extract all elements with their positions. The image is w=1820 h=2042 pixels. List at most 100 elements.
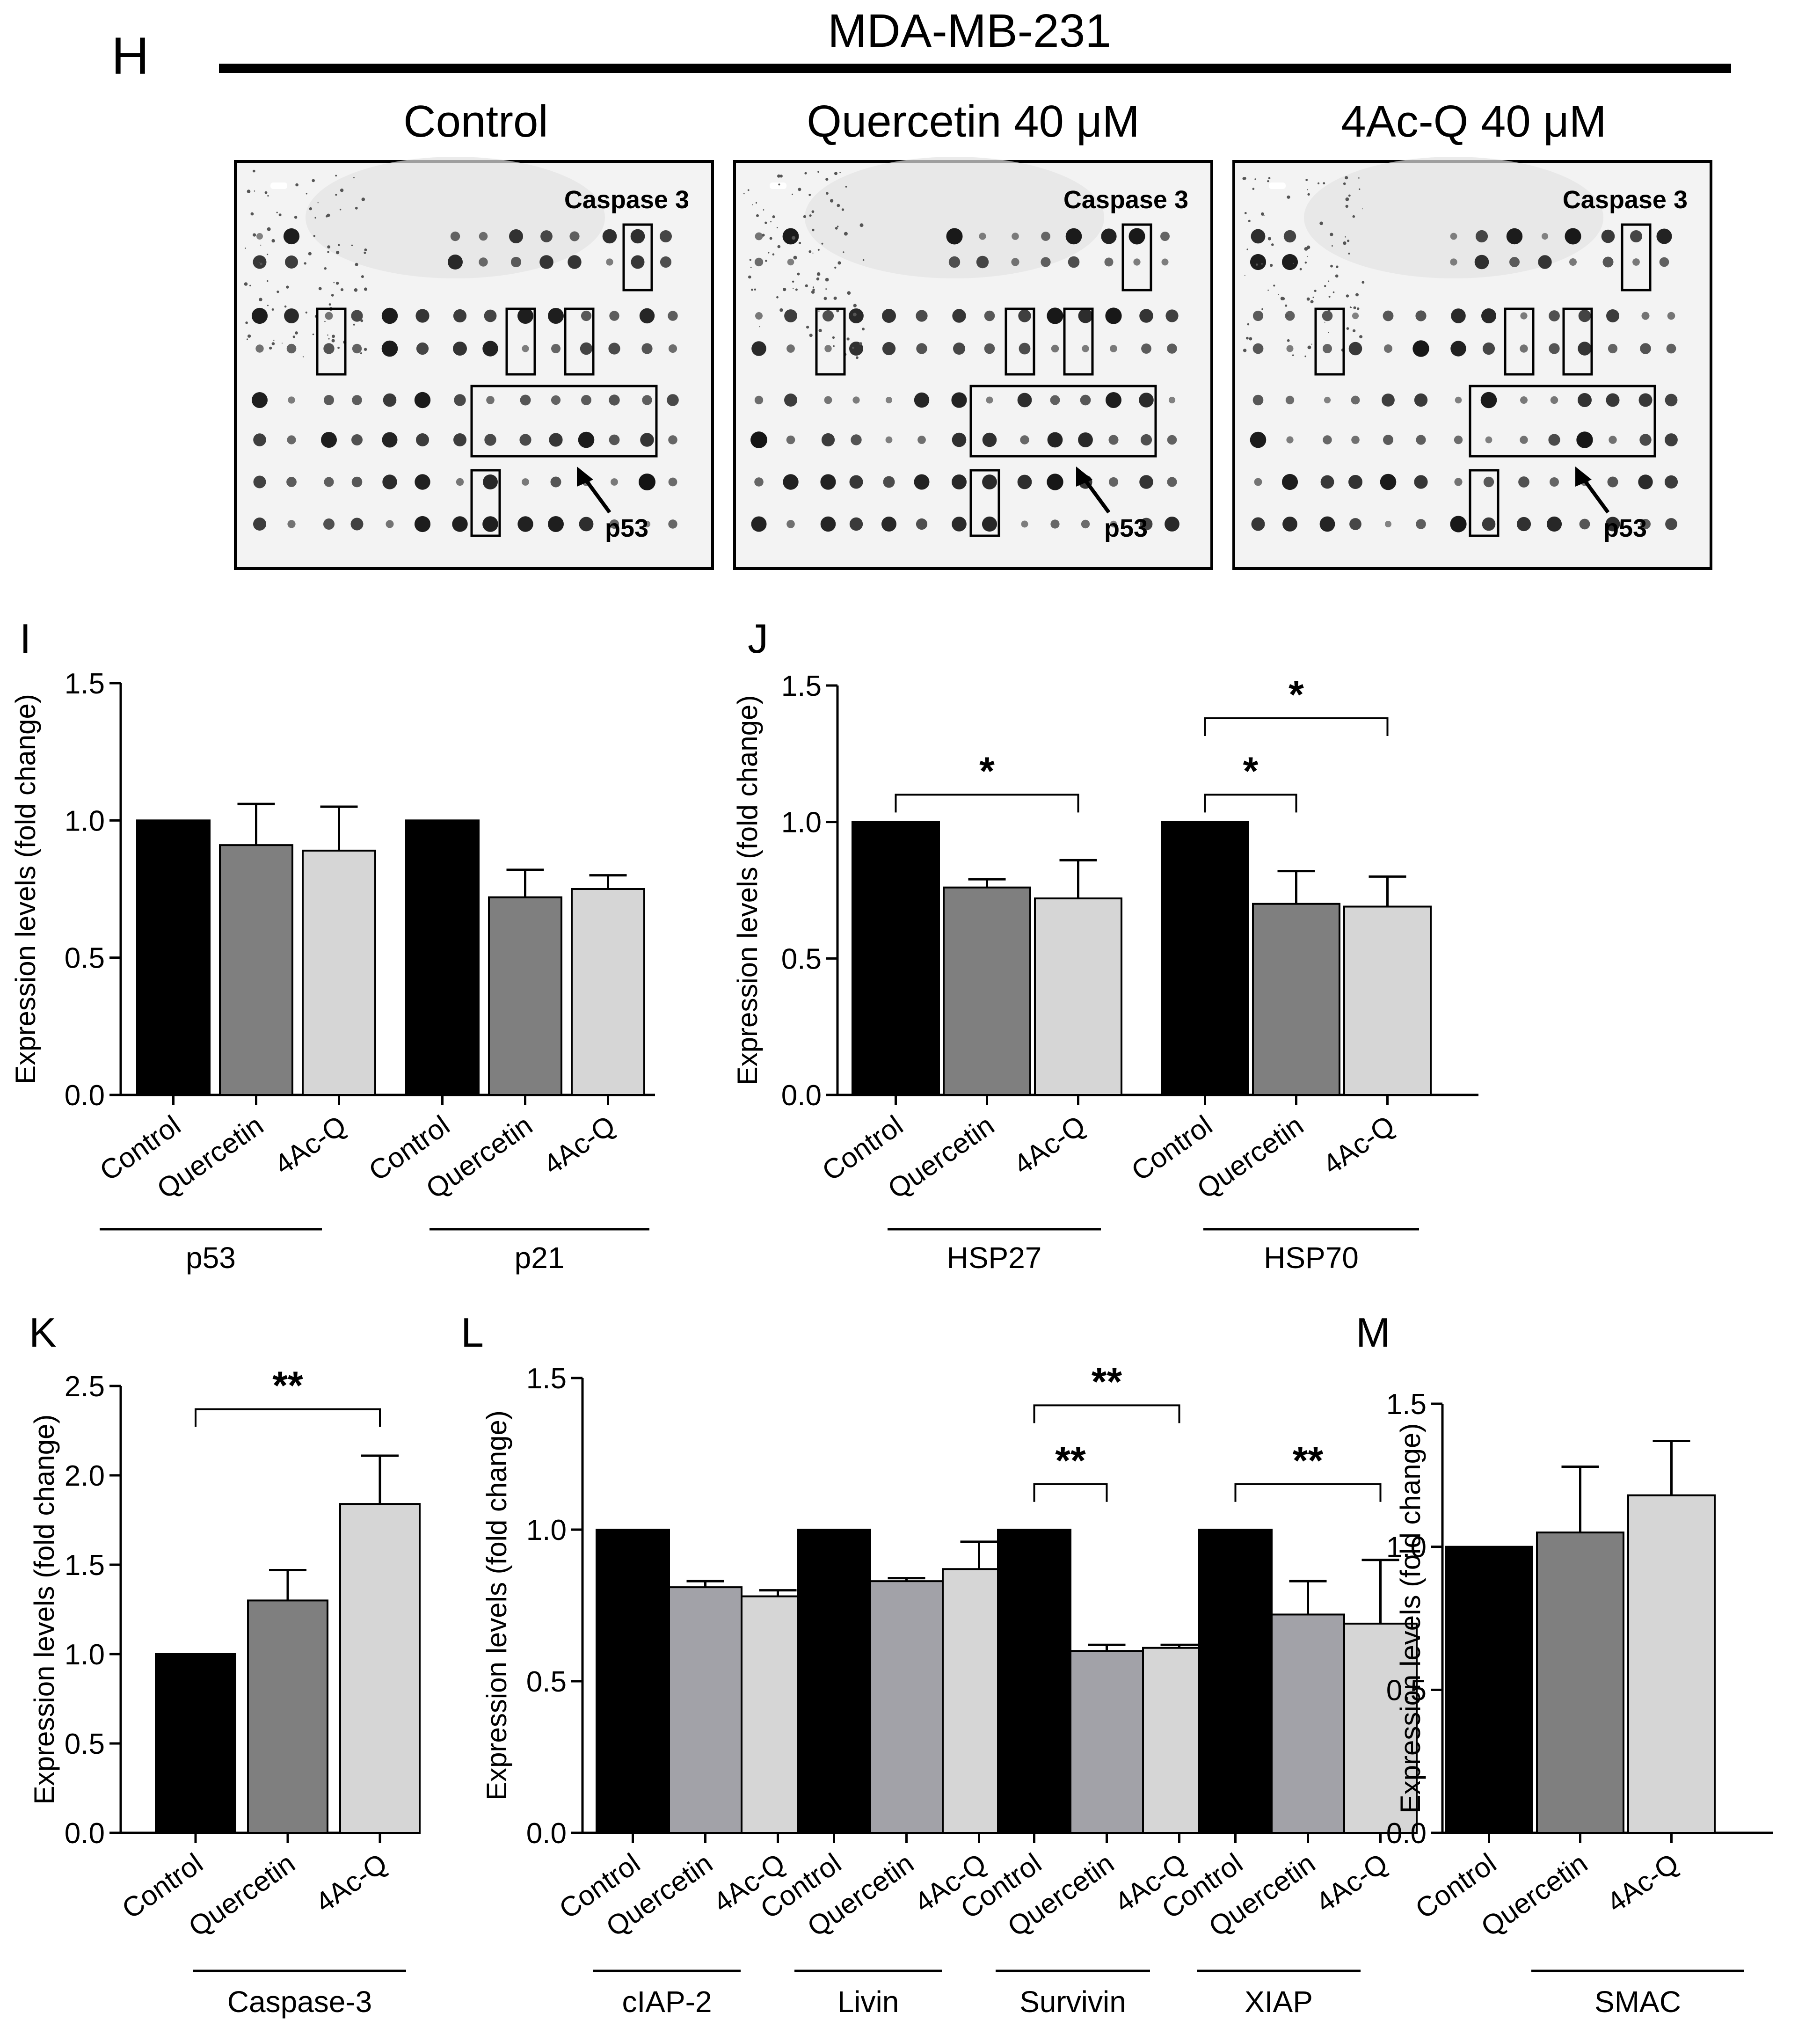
speckle: [816, 277, 820, 281]
array-spot: [1252, 310, 1264, 321]
array-spot: [1630, 230, 1642, 242]
array-spot: [1047, 432, 1063, 448]
array-spot: [579, 517, 594, 532]
speckle: [1323, 182, 1325, 185]
array-spot: [1139, 309, 1153, 323]
y-tick-label: 0.5: [1386, 1674, 1427, 1707]
blot-image-1: Caspase 3 p53: [733, 157, 1213, 570]
array-spot: [606, 258, 613, 266]
speckle: [777, 245, 781, 248]
speckle: [267, 305, 269, 306]
speckle: [1307, 189, 1308, 190]
array-spot: [1051, 344, 1059, 353]
p53-arrow-shaft: [1580, 476, 1610, 514]
spot-box: [1469, 469, 1500, 537]
speckle: [355, 263, 358, 266]
panel-h: H MDA-MB-231 Control Quercetin 40 μM 4Ac…: [111, 5, 1731, 570]
speckle: [1267, 237, 1271, 241]
array-spot: [1454, 478, 1463, 486]
array-spot: [1606, 309, 1619, 322]
speckle: [337, 346, 340, 349]
speckle: [1243, 177, 1246, 180]
array-spot: [885, 436, 893, 444]
array-spot: [1285, 395, 1295, 405]
array-spot: [882, 342, 896, 356]
array-spot: [1160, 232, 1170, 241]
speckle: [245, 248, 246, 249]
array-spot: [1251, 229, 1266, 244]
bar-xiap-quercetin: [1271, 1613, 1345, 1834]
speckle: [1293, 263, 1294, 264]
array-spot: [479, 232, 488, 241]
array-spot: [286, 343, 297, 354]
array-spot: [352, 395, 362, 405]
speckle: [309, 207, 312, 211]
speckle: [825, 288, 827, 290]
y-tick-label: 0.0: [65, 1079, 105, 1112]
array-spot: [1078, 308, 1093, 323]
array-spot: [1141, 343, 1151, 354]
array-spot: [283, 228, 300, 245]
significance-label: **: [1293, 1438, 1324, 1482]
speckle: [845, 186, 847, 188]
array-spot: [976, 255, 989, 269]
panel-label-l: L: [461, 1309, 484, 1356]
speckle: [277, 290, 279, 293]
array-spot: [1538, 255, 1552, 269]
array-spot: [948, 256, 961, 268]
speckle: [798, 188, 801, 191]
speckle: [331, 339, 335, 343]
speckle: [338, 244, 340, 246]
bar-caspase-3-4ac-q: [339, 1503, 421, 1834]
speckle: [1247, 323, 1250, 326]
array-spot: [1482, 342, 1495, 355]
group-label-xiap: XIAP: [1245, 1985, 1313, 2019]
speckle: [764, 221, 767, 224]
bar-xiap-control: [1198, 1529, 1273, 1834]
array-spot: [667, 394, 679, 406]
array-spot: [641, 343, 653, 354]
speckle: [1343, 182, 1346, 185]
array-spot: [1139, 475, 1153, 489]
array-spot: [631, 255, 645, 269]
group-label-survivin: Survivin: [1019, 1985, 1126, 2019]
array-spot: [381, 340, 398, 357]
speckle: [826, 192, 829, 195]
array-spot: [253, 518, 266, 531]
array-spot: [569, 231, 580, 241]
p53-arrow-head: [1076, 467, 1092, 487]
array-spot: [253, 475, 266, 489]
speckle: [295, 331, 298, 335]
speckle: [339, 209, 342, 211]
speckle: [853, 313, 857, 317]
array-spot: [551, 344, 561, 353]
array-spot: [581, 310, 592, 321]
array-spot: [1080, 394, 1091, 406]
speckle: [769, 237, 772, 240]
speckle: [1330, 264, 1333, 268]
speckle: [752, 204, 753, 205]
array-spot: [1549, 343, 1560, 354]
array-spot: [668, 477, 677, 487]
array-spot: [454, 394, 466, 406]
spot-box: [505, 307, 536, 376]
speckle: [278, 213, 282, 217]
speckle: [762, 233, 765, 237]
speckle: [1306, 297, 1310, 301]
bar-hsp70-4ac-q: [1343, 905, 1432, 1096]
speckle: [295, 183, 298, 187]
significance-bracket: [1033, 1404, 1180, 1423]
spot-box: [1005, 307, 1035, 376]
panel-label-j: J: [748, 615, 768, 662]
array-spot: [822, 310, 834, 322]
significance-label: *: [1243, 749, 1259, 793]
array-spot: [916, 310, 928, 322]
bar-p21-4ac-q: [571, 888, 645, 1096]
speckle: [250, 212, 254, 216]
speckle: [267, 254, 269, 255]
array-spot: [1078, 432, 1093, 447]
spot-box: [815, 307, 846, 376]
array-spot: [914, 474, 930, 490]
x-tick-label: 4Ac-Q: [310, 1847, 393, 1918]
significance-bracket: [1234, 1483, 1382, 1502]
